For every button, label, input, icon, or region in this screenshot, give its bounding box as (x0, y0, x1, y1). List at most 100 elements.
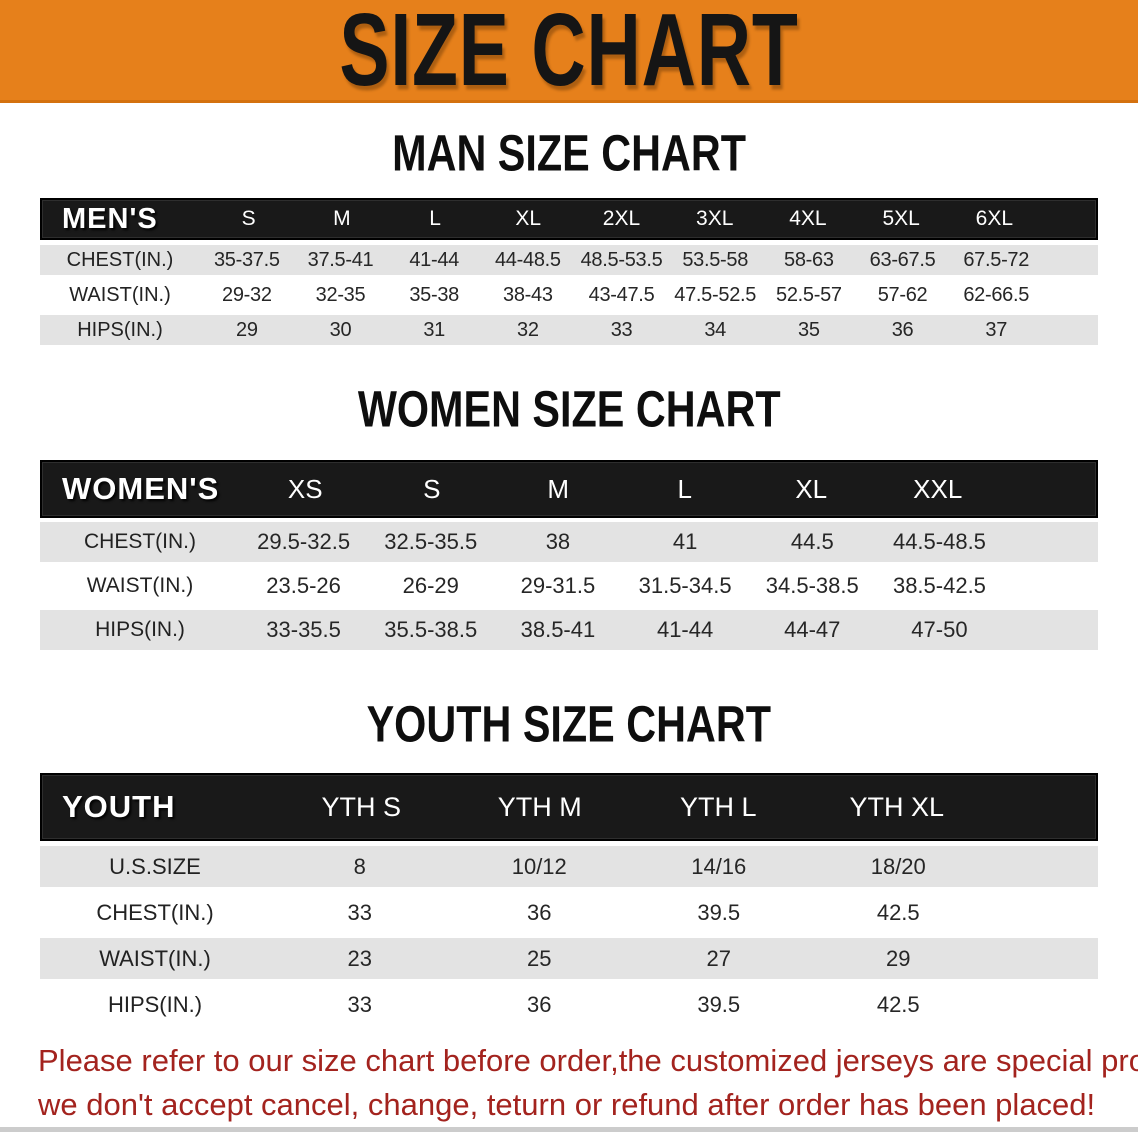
column-header: L (677, 473, 692, 504)
row-label: HIPS(IN.) (107, 991, 203, 1017)
size-value-cell: 30 (329, 318, 352, 341)
size-value-cell: 29.5-32.5 (257, 529, 351, 554)
size-value-cell: 58-63 (784, 248, 834, 271)
size-value-cell: 44-48.5 (494, 248, 561, 271)
column-header: XL (795, 473, 828, 504)
youth-table-header: YOUTH YTH S YTH M YTH L YTH XL (40, 773, 1098, 841)
column-header: 5XL (882, 207, 920, 230)
column-header: 4XL (789, 207, 827, 230)
size-value-cell: 37.5-41 (307, 248, 374, 271)
size-value-cell: 34 (704, 318, 727, 341)
row-label: HIPS(IN.) (95, 618, 185, 641)
column-header: YTH S (321, 791, 401, 822)
size-value-cell: 35-38 (409, 283, 459, 306)
size-value-cell: 25 (527, 945, 552, 971)
size-value-cell: 10/12 (511, 853, 567, 879)
size-value-cell: 27 (706, 945, 731, 971)
size-value-cell: 33 (347, 899, 372, 925)
men-header-label: MEN'S (62, 202, 158, 235)
column-header: YTH XL (849, 791, 945, 822)
size-value-cell: 57-62 (877, 283, 928, 306)
column-header: 2XL (602, 207, 641, 230)
youth-header-label: YOUTH (62, 789, 176, 824)
footer-note-line2: we don't accept cancel, change, teturn o… (38, 1087, 1096, 1122)
size-value-cell: 38 (545, 529, 571, 554)
women-header-label: WOMEN'S (62, 471, 220, 506)
size-value-cell: 41 (672, 529, 698, 554)
size-value-cell: 29 (236, 318, 258, 341)
table-row: HIPS(IN.) 33-35.5 35.5-38.5 38.5-41 41-4… (40, 610, 1098, 650)
size-value-cell: 32 (517, 318, 539, 341)
youth-size-table: YOUTH YTH S YTH M YTH L YTH XL U.S.SIZE … (40, 773, 1098, 1025)
size-value-cell: 35 (798, 318, 820, 341)
size-value-cell: 41-44 (409, 248, 459, 271)
column-header: M (547, 473, 570, 504)
size-value-cell: 35.5-38.5 (384, 617, 478, 642)
size-value-cell: 47.5-52.5 (674, 283, 757, 306)
column-header: 3XL (696, 207, 734, 230)
size-value-cell: 29-32 (222, 283, 272, 306)
row-label: WAIST(IN.) (69, 283, 171, 306)
size-value-cell: 38.5-41 (520, 617, 596, 642)
table-row: CHEST(IN.) 33 36 39.5 42.5 (40, 892, 1098, 933)
men-table-header: MEN'S S M L XL 2XL 3XL 4XL 5XL 6XL (40, 198, 1098, 240)
row-label: CHEST(IN.) (84, 530, 196, 553)
footer-note: Please refer to our size chart before or… (38, 1039, 1138, 1127)
size-value-cell: 34.5-38.5 (765, 573, 859, 598)
table-row: WAIST(IN.) 23.5-26 26-29 29-31.5 31.5-34… (40, 566, 1098, 606)
column-header: YTH M (497, 791, 582, 822)
size-value-cell: 39.5 (697, 899, 741, 925)
table-row: WAIST(IN.) 29-32 32-35 35-38 38-43 43-47… (40, 280, 1098, 310)
youth-heading-text: YOUTH SIZE CHART (366, 694, 772, 753)
size-value-cell: 36 (891, 318, 914, 341)
size-value-cell: 31 (423, 318, 445, 341)
table-row: U.S.SIZE 8 10/12 14/16 18/20 (40, 846, 1098, 887)
size-value-cell: 62-66.5 (963, 283, 1030, 306)
women-section-heading: WOMEN SIZE CHART (0, 379, 1138, 438)
column-header: 6XL (975, 207, 1014, 230)
men-size-table: MEN'S S M L XL 2XL 3XL 4XL 5XL 6XL CHEST… (40, 198, 1098, 345)
table-row: WAIST(IN.) 23 25 27 29 (40, 938, 1098, 979)
size-value-cell: 29-31.5 (520, 573, 596, 598)
banner-title: SIZE CHART (339, 0, 799, 108)
women-heading-text: WOMEN SIZE CHART (357, 379, 781, 438)
size-value-cell: 52.5-57 (776, 283, 842, 306)
youth-section-heading: YOUTH SIZE CHART (0, 694, 1138, 753)
women-table-header: WOMEN'S XS S M L XL XXL (40, 460, 1098, 518)
size-value-cell: 48.5-53.5 (580, 248, 663, 271)
size-value-cell: 14/16 (691, 853, 747, 879)
size-value-cell: 31.5-34.5 (638, 573, 732, 598)
size-value-cell: 23.5-26 (266, 573, 341, 598)
size-value-cell: 33 (610, 318, 633, 341)
column-header: M (333, 207, 351, 230)
size-value-cell: 42.5 (876, 991, 920, 1017)
row-label: U.S.SIZE (109, 853, 201, 879)
size-value-cell: 36 (527, 899, 552, 925)
row-label: HIPS(IN.) (77, 318, 163, 341)
column-header: YTH L (679, 791, 757, 822)
size-value-cell: 42.5 (876, 899, 920, 925)
size-value-cell: 47-50 (911, 617, 968, 642)
size-value-cell: 32-35 (315, 283, 366, 306)
size-value-cell: 53.5-58 (682, 248, 749, 271)
row-label: WAIST(IN.) (99, 945, 211, 971)
column-header: S (241, 207, 256, 230)
men-heading-text: MAN SIZE CHART (392, 123, 746, 182)
size-value-cell: 44.5 (790, 529, 834, 554)
table-row: CHEST(IN.) 29.5-32.5 32.5-35.5 38 41 44.… (40, 522, 1098, 562)
size-value-cell: 43-47.5 (588, 283, 655, 306)
size-value-cell: 33 (347, 991, 372, 1017)
size-value-cell: 37 (985, 318, 1008, 341)
size-value-cell: 29 (886, 945, 911, 971)
column-header: XS (287, 473, 323, 504)
size-value-cell: 39.5 (697, 991, 741, 1017)
column-header: XXL (913, 473, 963, 504)
footer-note-line1: Please refer to our size chart before or… (38, 1043, 1138, 1078)
table-row: CHEST(IN.) 35-37.5 37.5-41 41-44 44-48.5… (40, 245, 1098, 275)
column-header: S (423, 473, 441, 504)
size-value-cell: 26-29 (402, 573, 459, 598)
size-value-cell: 33-35.5 (266, 617, 341, 642)
women-size-table: WOMEN'S XS S M L XL XXL CHEST(IN.) 29.5-… (40, 460, 1098, 650)
size-value-cell: 44.5-48.5 (892, 529, 986, 554)
